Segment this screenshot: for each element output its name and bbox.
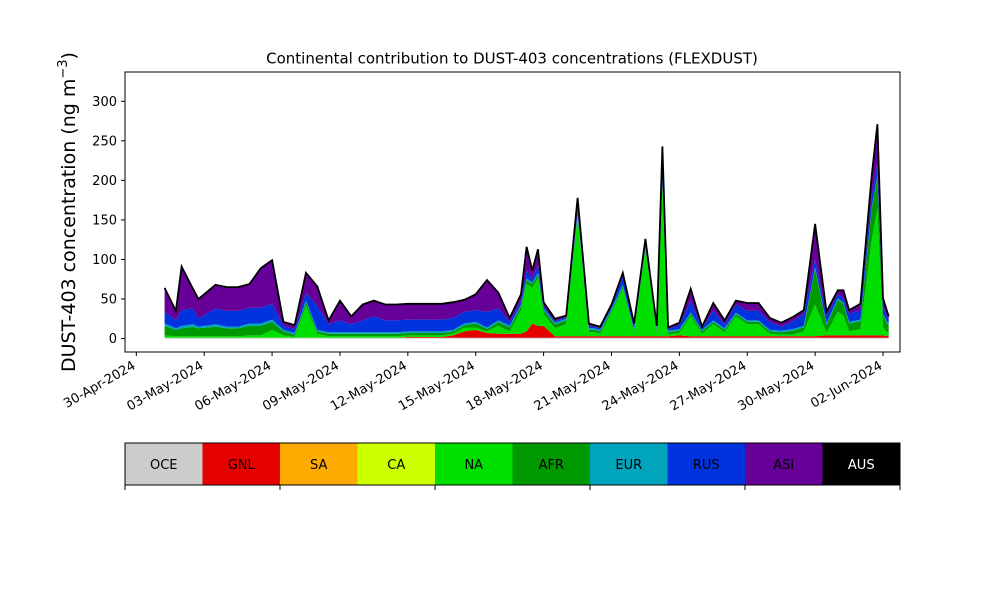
legend-label-afr: AFR xyxy=(539,458,564,473)
legend-swatch-ca xyxy=(357,443,435,485)
area-oce xyxy=(164,337,889,339)
y-tick-label: 0 xyxy=(109,332,117,347)
y-tick-label: 50 xyxy=(100,293,117,308)
legend-swatch-gnl xyxy=(202,443,280,485)
total-line xyxy=(163,124,890,330)
y-tick-label: 300 xyxy=(92,95,117,110)
y-tick-label: 150 xyxy=(92,213,117,228)
legend-frame xyxy=(124,442,901,486)
area-rus xyxy=(164,163,889,333)
x-tick-label: 02-Jun-2024 xyxy=(808,358,885,411)
area-asi xyxy=(164,124,889,330)
y-tick-label: 200 xyxy=(92,174,117,189)
legend-swatch-na xyxy=(435,443,513,485)
legend-swatch-aus xyxy=(822,443,900,485)
legend: OCE GNL SA CA NA AFR EUR RUS ASI AUS xyxy=(124,442,901,490)
y-tick-label: 100 xyxy=(92,253,117,268)
legend-label-aus: AUS xyxy=(848,458,875,473)
legend-swatch-afr xyxy=(512,443,590,485)
legend-label-na: NA xyxy=(464,458,483,473)
legend-label-asi: ASI xyxy=(773,458,794,473)
area-na xyxy=(164,185,889,338)
legend-label-ca: CA xyxy=(387,458,405,473)
legend-swatch-eur xyxy=(590,443,668,485)
y-axis-label: DUST-403 concentration (ng m−3) xyxy=(56,52,80,372)
legend-swatch-asi xyxy=(745,443,823,485)
axes-frame xyxy=(124,71,901,353)
legend-swatch-sa xyxy=(280,443,358,485)
legend-label-rus: RUS xyxy=(693,458,720,473)
legend-swatch-oce xyxy=(125,443,203,485)
y-axis-label-close: ) xyxy=(58,52,80,59)
y-tick-label: 250 xyxy=(92,134,117,149)
y-axis-label-sup: −3 xyxy=(56,59,71,78)
area-gnl xyxy=(164,323,889,338)
y-axis-label-main: DUST-403 concentration (ng m xyxy=(58,79,80,372)
legend-label-oce: OCE xyxy=(150,458,178,473)
x-tick-label: 30-May-2024 xyxy=(735,358,817,414)
legend-swatch-rus xyxy=(667,443,745,485)
legend-label-sa: SA xyxy=(310,458,327,473)
chart-title: Continental contribution to DUST-403 con… xyxy=(266,50,758,68)
legend-label-gnl: GNL xyxy=(228,458,256,473)
plot-area: 05010015020025030030-Apr-202403-May-2024… xyxy=(61,71,901,414)
legend-label-eur: EUR xyxy=(615,458,642,473)
